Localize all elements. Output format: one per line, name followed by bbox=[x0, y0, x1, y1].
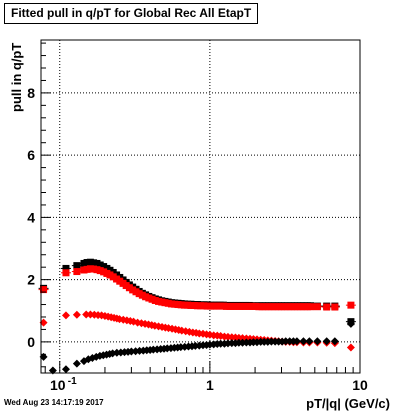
series-4-point bbox=[330, 337, 339, 346]
series-2-point bbox=[347, 301, 355, 309]
series-3-point bbox=[82, 310, 91, 319]
plot-frame bbox=[40, 39, 361, 374]
series-4-point bbox=[299, 337, 308, 346]
x-tick-label: 10 bbox=[50, 377, 66, 393]
series-3-point bbox=[72, 310, 81, 319]
series-2-point bbox=[313, 303, 321, 311]
series-3-point bbox=[346, 343, 355, 352]
series-3-point bbox=[39, 318, 48, 327]
series-2-point bbox=[62, 269, 70, 277]
series-3-point bbox=[61, 311, 70, 320]
series-1-point bbox=[73, 262, 81, 270]
y-tick-label: 8 bbox=[27, 85, 35, 101]
series-4-point bbox=[305, 337, 314, 346]
series-2-point bbox=[306, 303, 314, 311]
timestamp: Wed Aug 23 14:17:19 2017 bbox=[4, 398, 104, 407]
series-2-point bbox=[40, 286, 48, 294]
plot-frame-border bbox=[40, 39, 361, 374]
x-axis-label: pT/|q| (GeV/c) bbox=[306, 396, 390, 411]
x-tick-label: 10 bbox=[352, 377, 368, 393]
x-tick-label-exponent: -1 bbox=[68, 376, 77, 387]
y-tick-label: 6 bbox=[27, 147, 35, 163]
y-tick-label: 2 bbox=[27, 272, 35, 288]
y-tick-label: 0 bbox=[27, 334, 35, 350]
series-4-point bbox=[72, 359, 81, 368]
grid-lines bbox=[41, 40, 360, 373]
series-4-point bbox=[346, 319, 355, 328]
axis-ticks bbox=[41, 42, 361, 373]
series-2-point bbox=[73, 268, 81, 276]
series-2-point bbox=[323, 303, 331, 311]
series-4-point bbox=[313, 337, 322, 346]
series-4-point bbox=[322, 337, 331, 346]
data-points bbox=[38, 258, 356, 375]
x-tick-label: 1 bbox=[206, 377, 214, 393]
series-2-point bbox=[331, 303, 339, 311]
series-4-point bbox=[61, 365, 70, 374]
chart-title: Fitted pull in q/pT for Global Rec All E… bbox=[4, 3, 259, 24]
series-1-point bbox=[62, 264, 70, 272]
series-4-point bbox=[292, 337, 301, 346]
y-tick-label: 4 bbox=[27, 209, 35, 225]
y-axis-label: pull in q/pT bbox=[9, 42, 24, 112]
